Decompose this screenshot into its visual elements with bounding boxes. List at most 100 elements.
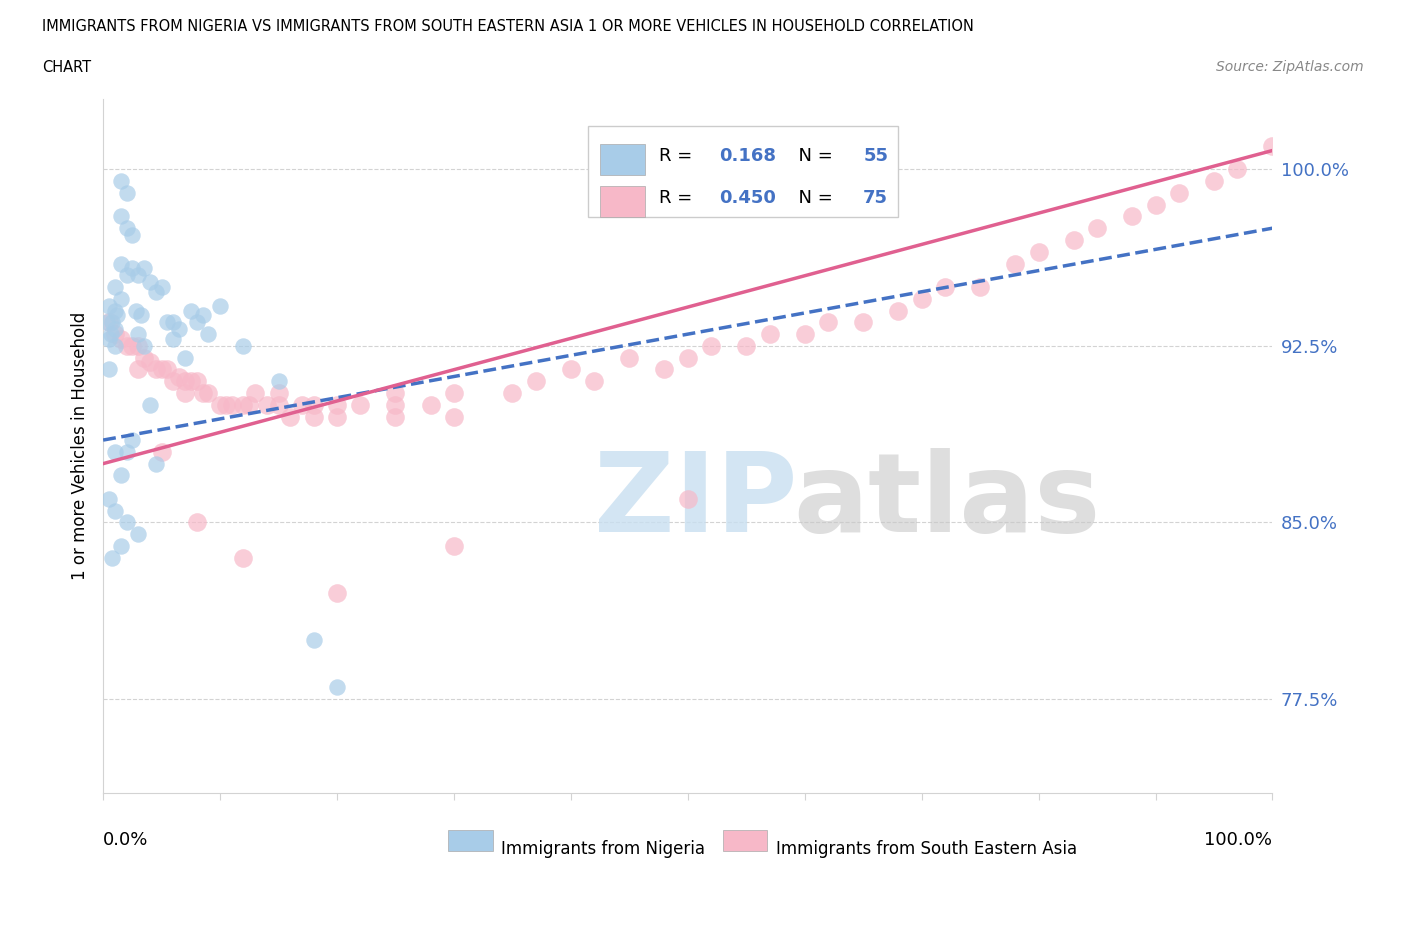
Point <box>326 680 349 695</box>
Point <box>125 303 148 318</box>
Text: 0.168: 0.168 <box>720 147 776 166</box>
Point <box>145 362 167 377</box>
Point <box>145 457 167 472</box>
Point <box>150 280 173 295</box>
Point <box>132 339 155 353</box>
Point <box>197 386 219 401</box>
Text: 100.0%: 100.0% <box>1205 831 1272 849</box>
Point <box>104 503 127 518</box>
Point <box>127 339 149 353</box>
Point <box>326 409 349 424</box>
Point <box>243 386 266 401</box>
Point <box>121 339 143 353</box>
Text: ZIP: ZIP <box>595 448 797 555</box>
Point <box>232 551 254 565</box>
Point <box>150 445 173 459</box>
Point <box>560 362 582 377</box>
Point <box>127 526 149 541</box>
FancyBboxPatch shape <box>600 185 644 217</box>
Point <box>384 397 406 412</box>
Point <box>419 397 441 412</box>
Point <box>209 397 232 412</box>
Point <box>969 280 991 295</box>
Bar <box>723 830 768 851</box>
Point <box>121 432 143 447</box>
Text: R =: R = <box>658 147 697 166</box>
Point <box>110 174 132 189</box>
Point <box>583 374 606 389</box>
Point <box>676 351 699 365</box>
Point <box>1028 245 1050 259</box>
Point <box>1085 220 1108 235</box>
Point <box>129 308 152 323</box>
Point <box>1261 139 1284 153</box>
Point <box>221 397 243 412</box>
Text: 55: 55 <box>863 147 889 166</box>
Point <box>238 397 260 412</box>
Text: CHART: CHART <box>42 60 91 75</box>
Point <box>162 315 184 330</box>
Point <box>934 280 956 295</box>
Point <box>98 491 121 506</box>
Point <box>180 303 202 318</box>
Point <box>700 339 723 353</box>
Point <box>852 315 875 330</box>
Point <box>121 260 143 275</box>
Point <box>384 409 406 424</box>
Point <box>1226 162 1249 177</box>
Point <box>215 397 238 412</box>
Point <box>110 291 132 306</box>
Point <box>110 209 132 224</box>
Point <box>115 268 138 283</box>
Point <box>167 322 190 337</box>
Point <box>619 351 641 365</box>
Point <box>443 538 465 553</box>
Text: R =: R = <box>658 189 697 207</box>
Point <box>174 374 197 389</box>
Point <box>180 374 202 389</box>
Point <box>162 374 184 389</box>
Point <box>132 351 155 365</box>
Point <box>1063 232 1085 247</box>
Point <box>110 538 132 553</box>
Point <box>524 374 547 389</box>
Text: Immigrants from Nigeria: Immigrants from Nigeria <box>501 840 704 857</box>
Point <box>105 308 128 323</box>
Point <box>186 315 208 330</box>
Point <box>1121 209 1143 224</box>
Point <box>186 374 208 389</box>
Point <box>115 220 138 235</box>
Point <box>127 326 149 341</box>
Point <box>793 326 815 341</box>
Text: IMMIGRANTS FROM NIGERIA VS IMMIGRANTS FROM SOUTH EASTERN ASIA 1 OR MORE VEHICLES: IMMIGRANTS FROM NIGERIA VS IMMIGRANTS FR… <box>42 19 974 33</box>
Text: N =: N = <box>787 189 839 207</box>
Point <box>501 386 523 401</box>
Point <box>156 362 179 377</box>
Point <box>110 331 132 346</box>
Point <box>145 285 167 299</box>
Point <box>162 331 184 346</box>
Point <box>98 299 121 313</box>
Point <box>267 386 290 401</box>
FancyBboxPatch shape <box>600 144 644 175</box>
Point <box>101 315 124 330</box>
Point <box>139 355 162 370</box>
Point <box>156 315 179 330</box>
Point <box>291 397 314 412</box>
Text: 0.0%: 0.0% <box>103 831 149 849</box>
Point <box>911 291 934 306</box>
Text: atlas: atlas <box>793 448 1101 555</box>
Point <box>278 409 301 424</box>
Point <box>104 339 127 353</box>
Point <box>101 551 124 565</box>
Point <box>104 445 127 459</box>
Text: 75: 75 <box>863 189 889 207</box>
Point <box>139 397 162 412</box>
FancyBboxPatch shape <box>589 126 898 217</box>
Point <box>98 331 121 346</box>
Point <box>104 322 127 337</box>
Point <box>326 586 349 601</box>
Point <box>758 326 780 341</box>
Point <box>1144 197 1167 212</box>
Point <box>443 409 465 424</box>
